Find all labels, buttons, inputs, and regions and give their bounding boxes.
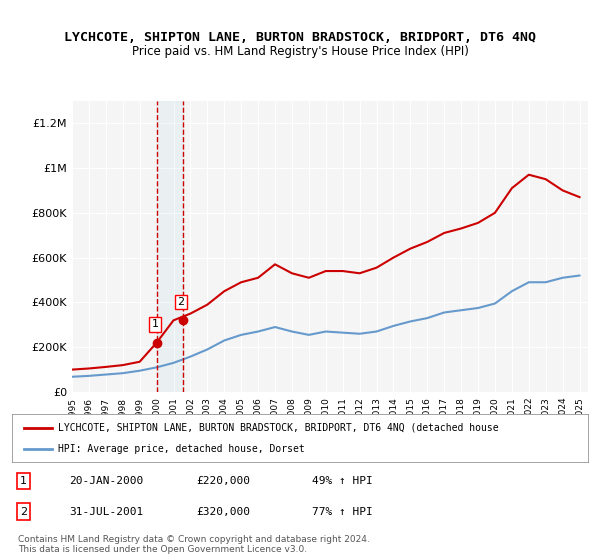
Text: £220,000: £220,000 <box>196 476 250 486</box>
Text: LYCHCOTE, SHIPTON LANE, BURTON BRADSTOCK, BRIDPORT, DT6 4NQ (detached house: LYCHCOTE, SHIPTON LANE, BURTON BRADSTOCK… <box>58 423 499 433</box>
Text: Price paid vs. HM Land Registry's House Price Index (HPI): Price paid vs. HM Land Registry's House … <box>131 45 469 58</box>
Text: 1: 1 <box>151 319 158 329</box>
Text: £320,000: £320,000 <box>196 507 250 517</box>
Text: HPI: Average price, detached house, Dorset: HPI: Average price, detached house, Dors… <box>58 444 305 454</box>
Text: 77% ↑ HPI: 77% ↑ HPI <box>311 507 372 517</box>
Text: Contains HM Land Registry data © Crown copyright and database right 2024.
This d: Contains HM Land Registry data © Crown c… <box>18 535 370 554</box>
Text: 2: 2 <box>177 297 184 307</box>
Text: 1: 1 <box>20 476 27 486</box>
Text: 31-JUL-2001: 31-JUL-2001 <box>70 507 144 517</box>
Text: 49% ↑ HPI: 49% ↑ HPI <box>311 476 372 486</box>
Text: LYCHCOTE, SHIPTON LANE, BURTON BRADSTOCK, BRIDPORT, DT6 4NQ: LYCHCOTE, SHIPTON LANE, BURTON BRADSTOCK… <box>64 31 536 44</box>
Text: 20-JAN-2000: 20-JAN-2000 <box>70 476 144 486</box>
Text: 2: 2 <box>20 507 27 517</box>
Bar <box>157 101 184 392</box>
